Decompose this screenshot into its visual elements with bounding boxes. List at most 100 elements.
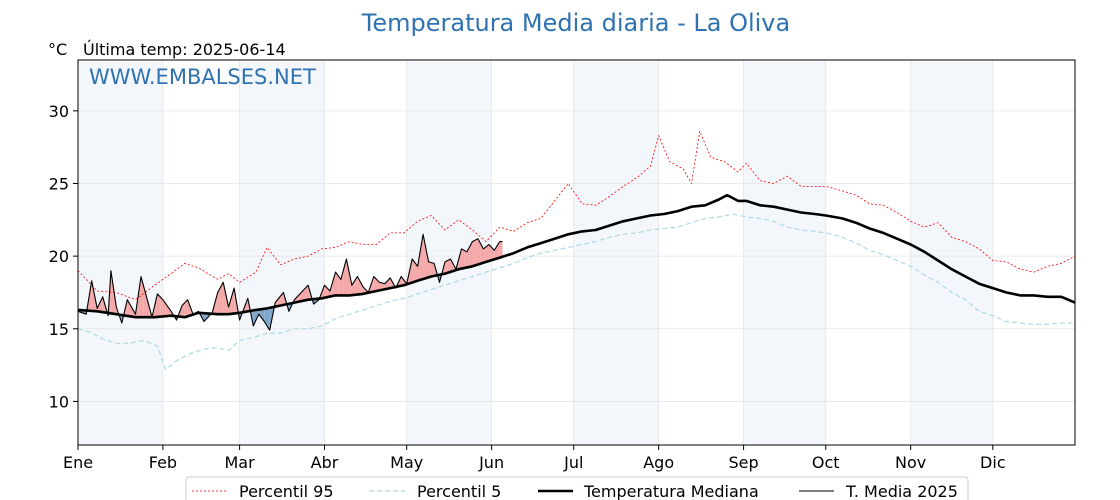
anomaly-area — [297, 293, 300, 303]
anomaly-area — [472, 240, 476, 267]
anomaly-area — [160, 296, 163, 317]
anomaly-area — [275, 299, 278, 307]
anomaly-area — [335, 272, 339, 296]
anomaly-area — [184, 299, 188, 318]
anomaly-area — [373, 276, 377, 292]
anomaly-area — [447, 259, 451, 273]
anomaly-area — [412, 259, 415, 283]
y-tick-label: 30 — [49, 102, 69, 121]
series-line-current — [77, 233, 503, 331]
anomaly-area — [417, 250, 421, 281]
anomaly-area — [332, 272, 336, 296]
x-tick-label: Sep — [729, 453, 759, 472]
anomaly-area — [379, 282, 383, 291]
x-tick-label: Jun — [478, 453, 504, 472]
anomaly-area — [477, 238, 481, 265]
anomaly-area — [409, 259, 413, 284]
anomaly-area — [445, 260, 448, 274]
anomaly-area — [168, 307, 172, 316]
anomaly-area — [458, 248, 462, 270]
anomaly-area — [99, 296, 103, 313]
month-band-2 — [239, 60, 325, 445]
x-axis: Ene Feb Mar Abr May Jun Jul Ago Sep Oct Nov Dic — [63, 445, 1006, 472]
anomaly-area — [360, 281, 363, 295]
x-tick-label: Jul — [563, 453, 583, 472]
legend-box — [185, 476, 969, 500]
anomaly-area — [182, 302, 185, 318]
anomaly-area — [157, 293, 161, 317]
chart-title: Temperatura Media diaria - La Oliva — [361, 9, 790, 37]
x-tick-label: Abr — [311, 453, 339, 472]
anomaly-area — [110, 270, 114, 314]
month-band-6 — [573, 60, 659, 445]
anomaly-area — [214, 292, 218, 315]
legend-label-current: T. Media 2025 — [845, 482, 958, 500]
anomaly-area — [461, 248, 465, 269]
anomaly-area — [466, 246, 470, 268]
anomaly-area — [480, 243, 484, 264]
anomaly-area — [431, 262, 435, 277]
anomaly-area — [499, 241, 503, 258]
anomaly-area — [140, 276, 144, 318]
anomaly-area — [486, 244, 489, 262]
x-tick-label: Ago — [643, 453, 674, 472]
series-line-median — [77, 193, 1076, 319]
legend-label-p5: Percentil 5 — [417, 482, 501, 500]
anomaly-area — [450, 259, 454, 272]
legend-label-median: Temperatura Mediana — [583, 482, 759, 500]
x-tick-label: May — [390, 453, 423, 472]
x-tick-label: Mar — [225, 453, 256, 472]
y-tick-label: 10 — [49, 392, 69, 411]
anomaly-area — [245, 298, 248, 312]
month-shading — [78, 60, 993, 445]
anomaly-area — [266, 307, 270, 331]
anomaly-area — [428, 261, 432, 278]
month-band-0 — [78, 60, 163, 445]
anomaly-area — [464, 250, 467, 269]
anomaly-area — [223, 282, 226, 315]
anomaly-area — [354, 276, 358, 295]
anomaly-area — [305, 285, 309, 301]
anomaly-area — [324, 285, 328, 298]
y-tick-label: 20 — [49, 247, 69, 266]
anomaly-area — [491, 247, 495, 261]
legend-label-p95: Percentil 95 — [239, 482, 334, 500]
legend: Percentil 95 Percentil 5 Temperatura Med… — [185, 476, 969, 500]
month-band-8 — [743, 60, 826, 445]
unit-label: °C — [48, 40, 67, 59]
anomaly-area — [469, 241, 473, 267]
anomaly-area — [401, 276, 404, 286]
anomaly-area — [488, 244, 492, 262]
y-axis: 10 15 20 25 30 — [49, 102, 78, 411]
anomaly-area — [384, 280, 388, 290]
anomaly-area — [258, 309, 262, 318]
anomaly-area — [217, 287, 221, 315]
x-tick-label: Dic — [980, 453, 1006, 472]
anomaly-area — [371, 276, 374, 293]
anomaly-area — [425, 248, 429, 279]
anomaly-area — [390, 277, 393, 289]
anomaly-area — [362, 286, 366, 294]
anomaly-area — [483, 246, 487, 263]
y-tick-label: 25 — [49, 174, 69, 193]
anomaly-area — [302, 288, 306, 301]
anomaly-area — [338, 275, 341, 296]
anomaly-area — [420, 234, 424, 280]
anomaly-area — [340, 269, 344, 296]
anomaly-area — [146, 296, 150, 318]
anomaly-area — [187, 299, 191, 317]
x-tick-label: Nov — [895, 453, 926, 472]
anomaly-area — [220, 282, 224, 315]
anomaly-area — [231, 288, 235, 314]
anomaly-area — [130, 304, 133, 317]
anomaly-area — [154, 293, 158, 318]
anomaly-area — [475, 238, 478, 266]
last-temp-label: Última temp: 2025-06-14 — [83, 40, 286, 59]
anomaly-area — [346, 259, 350, 296]
series-lines — [77, 130, 1076, 371]
series-line-p95 — [77, 130, 1076, 301]
y-tick-label: 15 — [49, 320, 69, 339]
plot-frame — [77, 59, 1076, 446]
anomaly-area — [162, 299, 166, 317]
